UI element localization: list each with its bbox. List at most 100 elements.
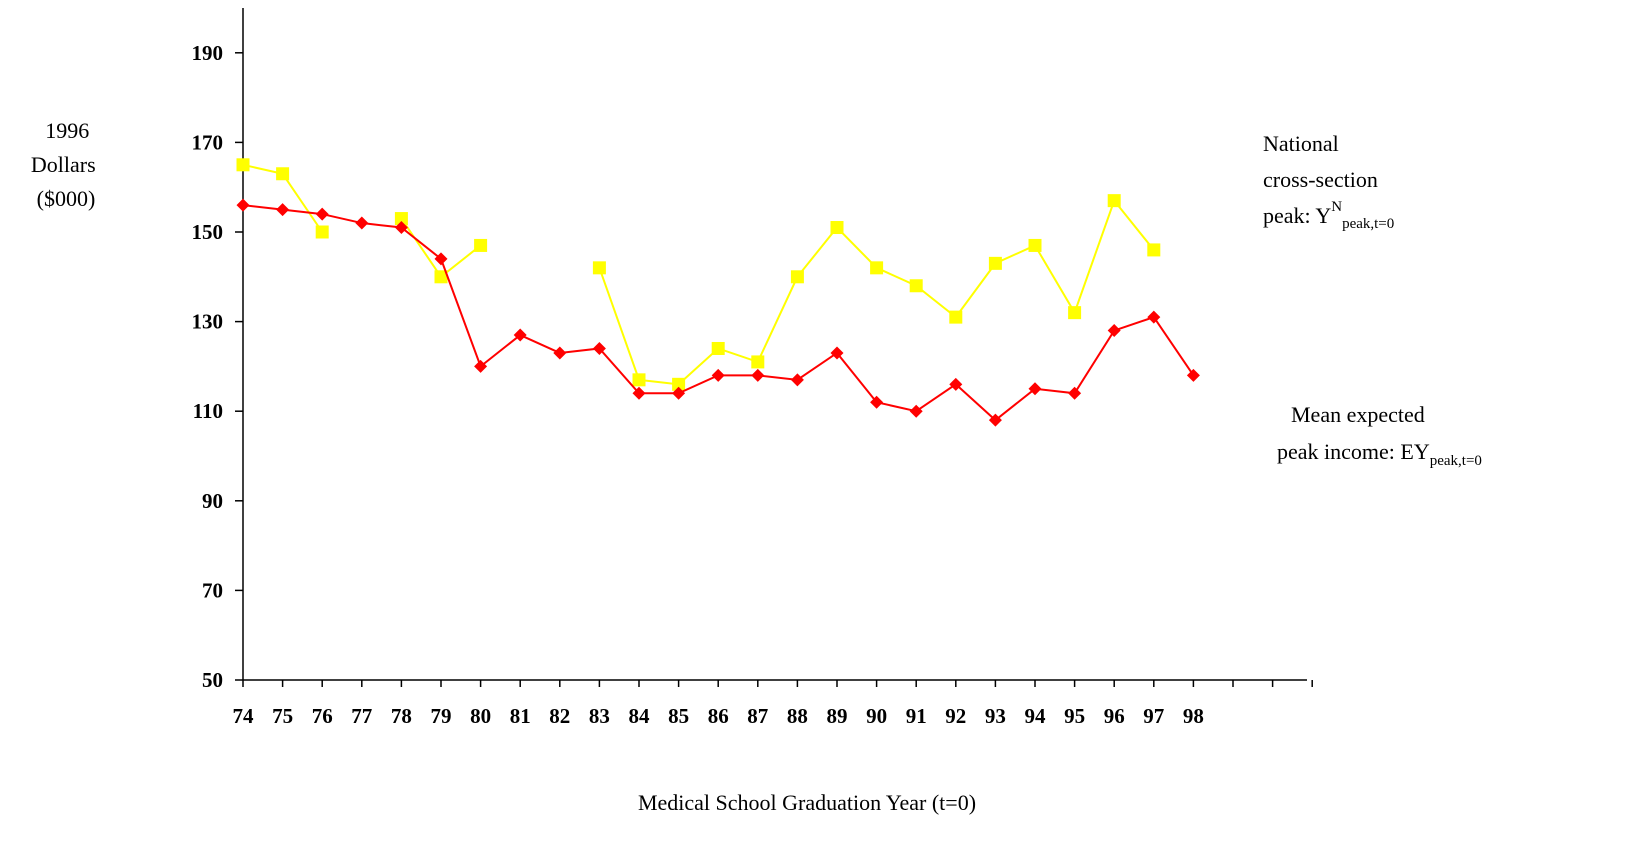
series-1-annotation-line-3: peak: Y <box>1263 203 1331 228</box>
x-tick-label: 84 <box>629 704 651 728</box>
series-2-point <box>394 221 408 235</box>
series-2-point <box>1028 382 1042 396</box>
series-2-point <box>355 216 369 230</box>
series-1-point <box>870 261 884 275</box>
series-2-point <box>909 404 923 418</box>
y-axis-label-line-2: Dollars <box>31 152 96 177</box>
x-tick-label: 92 <box>945 704 966 728</box>
x-tick-label: 76 <box>312 704 333 728</box>
series-2-point <box>988 413 1002 427</box>
x-tick-label: 82 <box>549 704 570 728</box>
x-tick-label: 81 <box>510 704 531 728</box>
series-1-point <box>672 377 686 391</box>
y-axis-label: 1996 Dollars ($000) <box>31 118 101 211</box>
series-1 <box>236 158 1161 391</box>
x-axis-label: Medical School Graduation Year (t=0) <box>638 790 976 815</box>
series-1-point <box>1107 194 1121 208</box>
x-tick-label: 78 <box>391 704 412 728</box>
y-tick-label: 50 <box>202 668 223 692</box>
series-2-point <box>949 377 963 391</box>
x-tick-label: 93 <box>985 704 1006 728</box>
x-tick-labels: 74 75 76 77 78 79 80 81 82 83 84 85 86 87 88 89 90 91 92 93… <box>233 704 1204 728</box>
series-1-point <box>751 355 765 369</box>
series-2-point <box>1186 368 1200 382</box>
series-1-point <box>632 373 646 387</box>
series-1-point <box>434 270 448 284</box>
x-tick-label: 80 <box>470 704 491 728</box>
x-tick-label: 91 <box>906 704 927 728</box>
x-tick-label: 83 <box>589 704 610 728</box>
x-tick-label: 89 <box>827 704 848 728</box>
x-tick-label: 94 <box>1025 704 1047 728</box>
series-2-point <box>276 203 290 217</box>
x-tick-label: 95 <box>1064 704 1085 728</box>
y-tick-label: 130 <box>192 310 224 334</box>
series-1-point <box>276 167 290 181</box>
x-tick-label: 98 <box>1183 704 1204 728</box>
series-1-point <box>474 238 488 252</box>
x-tick-label: 75 <box>272 704 293 728</box>
series-2-point <box>513 328 527 342</box>
series-1-point <box>315 225 329 239</box>
series-1-point <box>236 158 250 172</box>
series-1-annotation-sub: peak,t=0 <box>1342 216 1394 232</box>
x-tick-label: 96 <box>1104 704 1125 728</box>
series-1-point <box>988 256 1002 270</box>
y-tick-label: 150 <box>192 220 224 244</box>
series-2-point <box>592 341 606 355</box>
series-1-point <box>1028 238 1042 252</box>
series-1-line <box>400 217 482 279</box>
chart-axes <box>235 8 1313 687</box>
y-tick-label: 70 <box>202 578 223 602</box>
series-1-point <box>1068 306 1082 320</box>
series-2-point <box>830 346 844 360</box>
series-1-annotation: National cross-section peak: YNpeak,t=0 <box>1263 131 1394 232</box>
series-1-annotation-sup: N <box>1331 199 1342 215</box>
series-2-point <box>1147 310 1161 324</box>
y-tick-label: 90 <box>202 489 223 513</box>
y-tick-label: 170 <box>192 130 224 154</box>
x-tick-label: 88 <box>787 704 808 728</box>
x-tick-label: 85 <box>668 704 689 728</box>
series-2-point <box>315 207 329 221</box>
series-1-point <box>1147 243 1161 257</box>
series-1-point <box>830 221 844 235</box>
series-1-point <box>711 341 725 355</box>
x-tick-label: 77 <box>351 704 372 728</box>
series-2-annotation: Mean expected peak income: EYpeak,t=0 <box>1277 402 1482 469</box>
series-2-point <box>434 252 448 266</box>
y-tick-label: 110 <box>193 399 223 423</box>
x-tick-label: 86 <box>708 704 729 728</box>
series-2-point <box>870 395 884 409</box>
series-2-point <box>711 368 725 382</box>
series-2-point <box>1107 324 1121 338</box>
series-2-annotation-sub: peak,t=0 <box>1430 453 1482 469</box>
series-2-point <box>672 386 686 400</box>
series-layer <box>236 158 1200 427</box>
series-1-point <box>394 212 408 226</box>
series-1-point <box>909 279 923 293</box>
series-2-point <box>790 373 804 387</box>
series-1-point <box>790 270 804 284</box>
series-2-annotation-line-2: peak income: EY <box>1277 439 1430 464</box>
series-2-point <box>236 198 250 212</box>
y-axis-label-line-1: 1996 <box>45 118 89 143</box>
series-2-point <box>474 359 488 373</box>
series-2-point <box>632 386 646 400</box>
series-2-annotation-line-1: Mean expected <box>1291 402 1425 427</box>
y-axis-label-line-3: ($000) <box>37 186 96 211</box>
y-tick-labels: 50 70 90 110 130 150 170 190 <box>192 41 224 692</box>
x-tick-label: 90 <box>866 704 887 728</box>
x-tick-label: 87 <box>747 704 768 728</box>
series-2-line <box>242 204 1195 422</box>
series-1-point <box>592 261 606 275</box>
series-2-point <box>1068 386 1082 400</box>
x-tick-label: 79 <box>431 704 452 728</box>
series-2-point <box>751 368 765 382</box>
x-tick-label: 97 <box>1143 704 1164 728</box>
series-1-point <box>949 310 963 324</box>
x-tick-label: 74 <box>233 704 255 728</box>
series-2 <box>236 198 1200 427</box>
series-2-point <box>553 346 567 360</box>
